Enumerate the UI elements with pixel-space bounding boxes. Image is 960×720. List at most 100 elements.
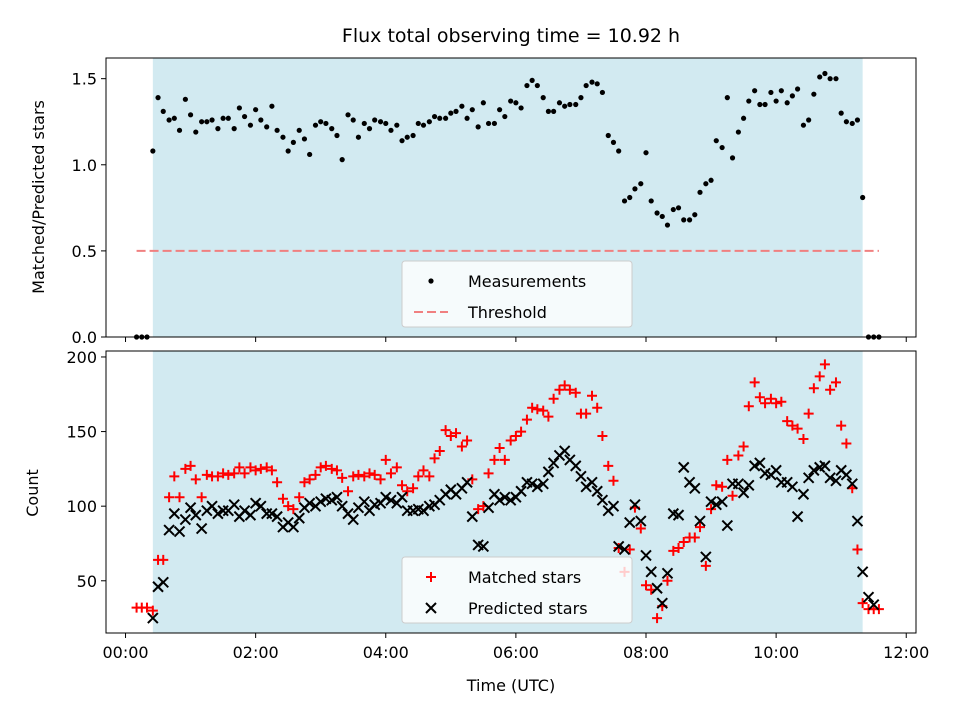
matched-star-point xyxy=(743,401,754,412)
matched-star-point xyxy=(836,420,847,431)
predicted-star-point xyxy=(819,460,831,472)
matched-star-point xyxy=(587,390,597,401)
measurement-point xyxy=(339,157,345,163)
measurement-point xyxy=(708,177,714,183)
measurement-point xyxy=(160,108,166,114)
chart-title: Flux total observing time = 10.92 h xyxy=(342,25,680,47)
measurement-point xyxy=(437,115,443,121)
predicted-star-point xyxy=(661,567,674,580)
matched-star-point xyxy=(180,463,191,474)
predicted-star-point xyxy=(791,510,804,523)
matched-star-point xyxy=(212,471,223,482)
measurement-point xyxy=(768,89,774,96)
matched-star-point xyxy=(445,431,456,442)
predicted-star-point xyxy=(385,494,397,506)
measurement-point xyxy=(199,119,205,125)
predicted-star-point xyxy=(482,501,495,514)
matched-star-point xyxy=(543,411,554,422)
measurement-point xyxy=(443,115,449,121)
matched-star-point xyxy=(174,492,185,503)
matched-star-point xyxy=(673,542,684,553)
matched-star-point xyxy=(385,468,396,479)
measurement-point xyxy=(757,101,763,108)
matched-star-point xyxy=(424,471,435,482)
matched-star-point xyxy=(391,462,402,473)
y-tick-label: 150 xyxy=(66,423,97,442)
measurement-point xyxy=(193,129,199,135)
predicted-star-point xyxy=(754,457,766,469)
predicted-star-point xyxy=(531,481,544,493)
measurement-point xyxy=(806,117,812,123)
matched-star-point xyxy=(272,477,283,488)
matched-star-point xyxy=(814,371,825,382)
predicted-star-point xyxy=(271,510,283,523)
matched-star-point xyxy=(689,532,700,543)
matched-star-point xyxy=(678,536,689,547)
predicted-star-point xyxy=(732,478,745,490)
y-axis-label-bottom: Count xyxy=(23,469,42,517)
measurement-point xyxy=(686,217,693,223)
matched-star-point xyxy=(592,402,603,413)
matched-star-point xyxy=(456,441,467,452)
matched-star-point xyxy=(462,435,473,446)
axes-frame-top xyxy=(105,57,917,338)
matched-star-point xyxy=(548,393,559,404)
measurement-point xyxy=(789,93,795,99)
predicted-star-point xyxy=(651,582,663,594)
measurement-point xyxy=(241,113,248,120)
matched-star-point xyxy=(315,462,326,473)
predicted-star-point xyxy=(466,510,478,523)
matched-star-point xyxy=(695,522,705,533)
x-tick-label: 06:00 xyxy=(493,643,539,662)
matched-star-point xyxy=(765,393,776,404)
predicted-star-point xyxy=(358,495,370,508)
predicted-star-point xyxy=(737,487,750,499)
predicted-star-point xyxy=(195,522,208,535)
measurement-point xyxy=(573,101,579,108)
matched-star-point xyxy=(190,474,201,485)
matched-star-point xyxy=(413,471,424,482)
matched-star-point xyxy=(722,454,733,465)
measurement-point xyxy=(648,198,654,204)
matched-star-point xyxy=(299,477,310,488)
predicted-star-point xyxy=(190,509,202,521)
measurement-point xyxy=(605,132,611,139)
measurement-point xyxy=(800,122,807,128)
predicted-star-point xyxy=(629,498,641,511)
matched-star-point xyxy=(527,402,538,413)
measurement-point xyxy=(323,120,329,127)
measurement-point xyxy=(670,206,676,213)
y-tick-label: 0.0 xyxy=(72,328,97,347)
predicted-star-point xyxy=(157,576,169,588)
predicted-star-point xyxy=(618,543,631,556)
predicted-star-point xyxy=(336,500,348,512)
predicted-star-point xyxy=(526,478,538,490)
measurement-point xyxy=(659,213,665,220)
predicted-star-point xyxy=(461,476,473,489)
legend-label: Measurements xyxy=(468,272,586,291)
measurement-point xyxy=(545,108,552,114)
matched-star-point xyxy=(641,580,651,591)
measurement-point xyxy=(594,81,600,87)
matched-star-point xyxy=(733,450,744,461)
measurement-point xyxy=(740,115,747,121)
matched-star-point xyxy=(782,416,793,427)
y-tick-label: 1.5 xyxy=(72,70,97,89)
measurement-point xyxy=(420,122,427,128)
matched-star-point xyxy=(494,442,505,453)
matched-star-point xyxy=(353,469,364,480)
predicted-star-point xyxy=(347,513,359,526)
predicted-star-point xyxy=(303,497,316,509)
predicted-star-point xyxy=(266,507,278,520)
measurement-point xyxy=(334,132,340,139)
measurement-point xyxy=(220,115,226,121)
matched-star-point xyxy=(597,431,608,442)
measurement-point xyxy=(746,98,752,104)
x-tick-label: 00:00 xyxy=(102,643,148,662)
matched-star-point xyxy=(331,465,342,476)
matched-star-point xyxy=(229,468,240,479)
predicted-star-point xyxy=(596,494,609,506)
predicted-star-point xyxy=(163,524,175,536)
measurement-point xyxy=(616,148,622,154)
